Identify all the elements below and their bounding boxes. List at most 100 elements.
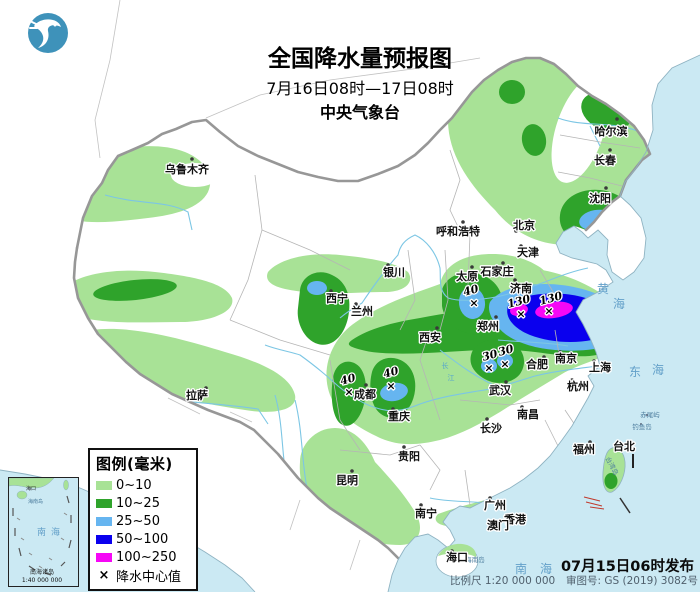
city-dot	[354, 302, 358, 306]
city-label: 郑州	[477, 319, 499, 333]
rain-center-value: 40	[339, 371, 357, 388]
city-label: 台北	[613, 439, 635, 453]
inset-hainan	[16, 490, 28, 500]
inset-map: 海口 海南岛 南 海 南海诸岛 1:40 000 000	[8, 477, 79, 587]
rain-center-mark: ×	[469, 297, 478, 310]
legend-label: 50~100	[116, 531, 169, 547]
city-dot	[615, 448, 619, 452]
legend-swatch	[96, 498, 112, 508]
foreign-borders	[94, 0, 481, 571]
inset-canvas: 海口 海南岛 南 海 南海诸岛 1:40 000 000	[8, 477, 72, 584]
rain-center-value: 40	[382, 364, 400, 381]
city-dot	[494, 315, 498, 319]
city-label: 拉萨	[186, 388, 208, 402]
rain-center-value: 30	[481, 347, 499, 364]
city-label: 海口	[446, 550, 468, 564]
rain-patch-ne-small-1	[521, 124, 547, 156]
legend-center-row: × 降水中心值	[96, 566, 191, 585]
sea-label: 黄	[597, 282, 611, 296]
rain-center-value: 40	[462, 282, 480, 299]
inset-taiwan	[63, 479, 69, 491]
city-label: 香港	[503, 512, 527, 526]
footer-scale: 比例尺 1:20 000 000	[450, 575, 556, 587]
rain-patch-magenta-2	[535, 301, 573, 319]
sea-label: 海	[652, 362, 666, 377]
inset-mainland	[8, 477, 55, 489]
river-labels: 长江	[442, 361, 455, 382]
city-label: 太原	[455, 269, 478, 283]
city-label: 南昌	[517, 407, 539, 421]
city-dot	[504, 380, 508, 384]
city-dot	[506, 513, 510, 517]
rain-patch-xining-blue	[307, 281, 327, 295]
city-dot	[402, 445, 406, 449]
city-dot	[386, 263, 390, 267]
city-dot	[470, 265, 474, 269]
legend-swatch	[96, 534, 112, 544]
city-dot	[391, 407, 395, 411]
city-dot	[450, 549, 454, 553]
legend-item: 10~25	[96, 494, 191, 512]
island-label: 钓鱼岛	[632, 422, 652, 431]
legend-swatch	[96, 480, 112, 490]
legend-swatch	[96, 516, 112, 526]
city-dot	[491, 519, 495, 523]
rain-patch-tibet	[90, 328, 296, 412]
city-dot	[461, 220, 465, 224]
city-dot	[329, 289, 333, 293]
rain-patch-kunlun-core	[93, 279, 177, 301]
hainan-island	[435, 543, 479, 578]
rain-patch-ne-small-2	[499, 80, 525, 104]
sea-label: 海	[613, 296, 627, 311]
rain-center-mark: ×	[386, 380, 395, 393]
city-label: 呼和浩特	[436, 224, 480, 238]
footer-meta: 比例尺 1:20 000 000 审图号: GS (2019) 3082号	[450, 573, 698, 588]
sea-labels: 黄海东 海南海	[515, 282, 666, 576]
taiwan-island	[602, 447, 626, 493]
legend-item: 25~50	[96, 512, 191, 530]
city-dot	[592, 359, 596, 363]
city-label: 济南	[510, 281, 532, 295]
rain-patch-hubei-blue-1	[481, 359, 497, 373]
city-dot	[520, 405, 524, 409]
city-label: 乌鲁木齐	[165, 162, 210, 176]
city-label: 武汉	[489, 383, 512, 397]
city-dot	[435, 326, 439, 330]
city-dot	[485, 417, 489, 421]
island-label: 赤尾屿	[640, 410, 660, 419]
city-label: 南京	[555, 351, 577, 365]
city-label: 重庆	[388, 409, 410, 423]
city-label: 西安	[419, 330, 441, 344]
city-label: 石家庄	[480, 264, 514, 278]
city-label: 杭州	[567, 379, 589, 393]
sea-label: 南	[515, 561, 529, 576]
sea-label: 海	[540, 561, 554, 576]
city-dot	[204, 386, 208, 390]
inset-islands-label: 南海诸岛	[30, 568, 54, 576]
page-title: 全国降水量预报图	[267, 45, 452, 72]
legend-title: 图例(毫米)	[96, 455, 173, 473]
city-label: 西宁	[326, 291, 348, 305]
china-border	[72, 56, 652, 560]
rain-center-mark: ×	[484, 362, 493, 375]
inset-nine-dash	[12, 495, 72, 576]
page-period: 7月16日08时—17日08时	[266, 79, 454, 98]
page-agency: 中央气象台	[320, 103, 400, 122]
city-dot	[558, 350, 562, 354]
city-label: 沈阳	[589, 191, 611, 205]
city-label: 北京	[513, 218, 535, 232]
city-dot	[542, 355, 546, 359]
sea-label: 东	[629, 365, 643, 379]
inset-scale-label: 1:40 000 000	[22, 577, 62, 584]
rain-patch-magenta-1	[510, 303, 528, 317]
city-dot	[190, 157, 194, 161]
city-dot	[570, 378, 574, 382]
rain-centers: 40× 130×130×30×30×40×40×	[337, 281, 565, 400]
city-label: 银川	[383, 265, 405, 279]
nine-dash-segments	[583, 414, 648, 514]
city-label: 广州	[484, 498, 506, 512]
rain-center-value: 30	[497, 342, 515, 359]
